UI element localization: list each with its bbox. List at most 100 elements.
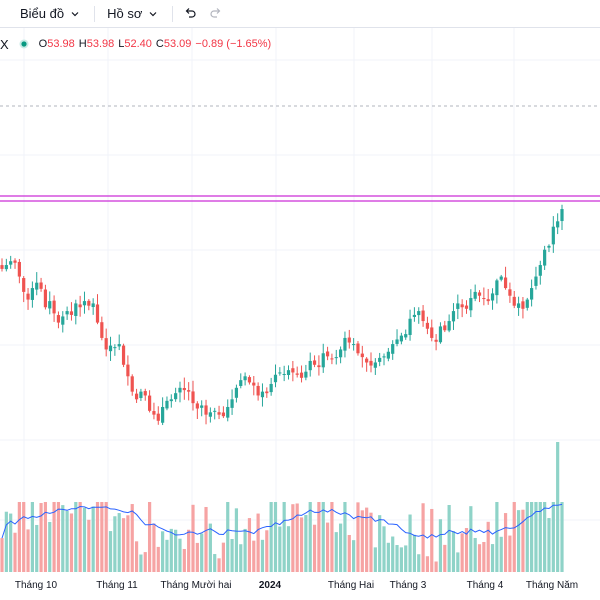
candle-body	[534, 276, 538, 286]
volume-bar	[430, 508, 434, 572]
volume-bar	[191, 504, 195, 572]
volume-bar	[395, 545, 399, 572]
volume-bar	[460, 533, 464, 572]
low-value: 52.40	[124, 38, 152, 50]
volume-bar	[204, 506, 208, 572]
volume-bar	[226, 502, 230, 572]
candle-body	[291, 368, 295, 373]
candle-body	[139, 391, 143, 398]
volume-bar	[108, 531, 113, 572]
change-value: −0.89 (−1.65%)	[195, 38, 272, 50]
volume-bar	[378, 515, 382, 572]
candle-body	[187, 390, 191, 392]
volume-bar	[243, 528, 247, 572]
candle-body	[464, 305, 469, 309]
candle-body	[499, 276, 503, 280]
chart-menu-label: Biểu đồ	[20, 6, 65, 21]
x-axis-label: 2024	[259, 580, 282, 591]
candle-body	[147, 395, 152, 411]
candle-body	[330, 358, 334, 360]
candle-body	[412, 314, 417, 317]
candle-body	[252, 382, 256, 386]
candle-body	[386, 351, 390, 359]
volume-bar	[117, 513, 121, 572]
candle-body	[161, 406, 165, 423]
chevron-down-icon	[71, 11, 79, 16]
candle-body	[317, 365, 321, 368]
candle-body	[308, 360, 312, 371]
volume-bar	[499, 536, 503, 572]
volume-bar	[534, 502, 538, 572]
volume-bar	[530, 502, 534, 572]
volume-bar	[330, 502, 334, 572]
volume-bar	[9, 513, 13, 572]
volume-bar	[512, 502, 516, 572]
volume-bar	[464, 528, 469, 572]
volume-bar	[308, 502, 312, 572]
volume-bar	[386, 542, 390, 572]
volume-bar	[43, 502, 48, 572]
volume-bar	[434, 561, 438, 572]
candle-body	[256, 385, 260, 396]
low-key: L	[118, 38, 125, 50]
volume-bar	[30, 502, 34, 572]
candle-body	[169, 399, 173, 402]
volume-bar	[161, 531, 165, 572]
profile-menu-button[interactable]: Hồ sơ	[99, 0, 168, 28]
candle-body	[195, 403, 199, 409]
symbol-label: X	[0, 36, 9, 52]
candle-body	[516, 303, 521, 308]
candle-body	[48, 301, 52, 309]
volume-bar	[547, 518, 551, 572]
volume-bar	[234, 508, 239, 572]
candle-body	[395, 339, 399, 344]
volume-bar	[382, 526, 386, 572]
candle-body	[543, 249, 547, 266]
chart-menu-button[interactable]: Biểu đồ	[0, 0, 90, 28]
volume-bar	[334, 532, 338, 572]
volume-bar	[399, 547, 403, 572]
candle-body	[434, 339, 438, 342]
volume-bar	[469, 506, 473, 572]
volume-bar	[473, 537, 477, 572]
candle-body	[26, 293, 30, 300]
volume-bar	[143, 552, 147, 572]
candle-body	[508, 289, 512, 296]
candle-body	[130, 376, 134, 392]
redo-icon	[210, 7, 221, 18]
candle-body	[503, 277, 508, 289]
volume-bar	[369, 512, 373, 572]
candle-body	[477, 292, 482, 296]
candle-body	[230, 399, 234, 408]
candle-body	[4, 265, 8, 270]
volume-bar	[286, 526, 291, 572]
volume-bar	[265, 530, 269, 572]
volume-bar	[295, 503, 299, 572]
candle-body	[156, 413, 160, 421]
volume-bar	[56, 502, 61, 572]
volume-bar	[404, 545, 408, 572]
volume-bar	[451, 531, 456, 572]
candle-body	[22, 278, 26, 292]
candle-body	[556, 221, 560, 228]
candle-body	[9, 261, 13, 265]
candle-body	[321, 353, 325, 368]
candle-body	[61, 316, 65, 325]
undo-button[interactable]	[177, 0, 203, 28]
candle-body	[260, 391, 265, 398]
candle-body	[421, 310, 425, 322]
candle-body	[74, 303, 78, 317]
candle-body	[239, 380, 243, 386]
close-value: 53.09	[163, 38, 192, 50]
x-axis-label: Tháng 3	[390, 580, 427, 591]
candle-body	[234, 387, 239, 398]
candle-body	[113, 347, 117, 349]
volume-bar	[417, 554, 421, 572]
volume-bar	[560, 502, 564, 572]
candle-body	[399, 335, 403, 342]
redo-button[interactable]	[203, 0, 229, 28]
candle-body	[339, 349, 343, 358]
candle-body	[299, 372, 304, 378]
candle-body	[52, 300, 56, 314]
